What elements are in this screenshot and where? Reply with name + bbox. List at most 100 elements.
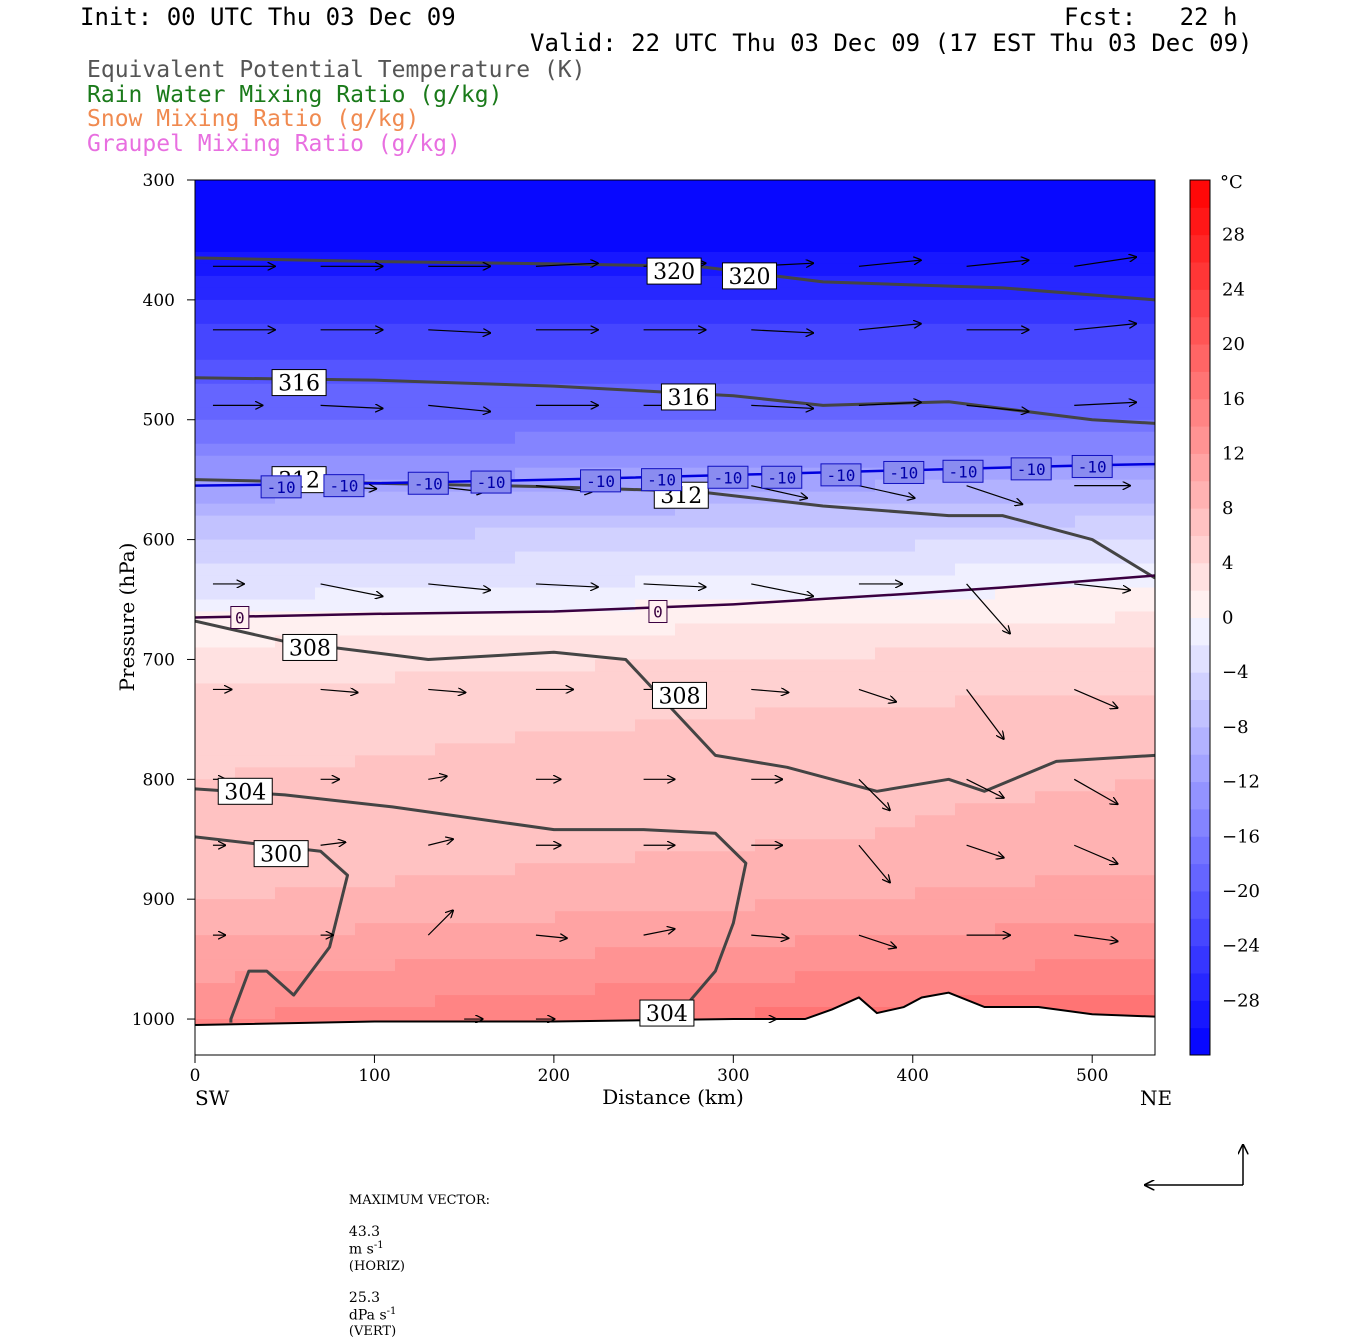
temp-cell <box>755 299 796 313</box>
temp-cell <box>555 995 596 1008</box>
temp-cell <box>635 431 676 445</box>
isotherm-minus10-label: -10 <box>323 474 365 498</box>
temp-cell <box>835 611 876 625</box>
temp-cell <box>195 311 236 325</box>
temp-cell <box>795 407 836 421</box>
temp-cell <box>555 839 596 852</box>
temp-cell <box>875 923 916 936</box>
temp-cell <box>715 863 756 876</box>
temp-cell <box>1075 383 1116 397</box>
temp-cell <box>435 935 476 948</box>
temp-cell <box>995 995 1036 1008</box>
temp-cell <box>275 707 316 720</box>
temp-cell <box>355 839 396 852</box>
temp-cell <box>955 827 996 840</box>
temp-cell <box>755 695 796 708</box>
temp-cell <box>955 215 996 229</box>
temp-cell <box>595 659 636 673</box>
temp-cell <box>955 539 996 553</box>
temp-cell <box>595 455 636 469</box>
temp-cell <box>875 371 916 385</box>
temp-cell <box>635 707 676 720</box>
temp-cell <box>675 371 716 385</box>
temp-cell <box>195 599 236 613</box>
ne-label: NE <box>1140 1086 1172 1110</box>
temp-cell <box>195 551 236 565</box>
temp-cell <box>1075 623 1116 637</box>
temp-cell <box>1115 443 1155 457</box>
temp-cell <box>1115 323 1155 337</box>
temp-cell <box>915 191 956 205</box>
temp-cell <box>1035 839 1076 852</box>
temp-cell <box>835 839 876 852</box>
temp-cell <box>675 719 716 732</box>
temp-cell <box>515 707 556 720</box>
temp-cell <box>875 527 916 541</box>
temp-cell <box>595 227 636 241</box>
forecast-hour-label: Fcst: 22 h <box>1064 3 1238 31</box>
temp-cell <box>675 455 716 469</box>
temp-cell <box>995 851 1036 864</box>
temp-cell <box>1115 599 1155 613</box>
colorbar-band <box>1190 234 1210 263</box>
temp-cell <box>675 347 716 361</box>
temp-cell <box>835 935 876 948</box>
legend-rain-water: Rain Water Mixing Ratio (g/kg) <box>87 82 503 108</box>
temp-cell <box>1075 311 1116 325</box>
temp-cell <box>195 671 236 685</box>
temp-cell <box>1035 239 1076 253</box>
temp-cell <box>395 791 436 804</box>
temp-cell <box>835 695 876 708</box>
temp-cell <box>235 743 276 756</box>
temp-cell <box>475 335 516 349</box>
temp-cell <box>1115 539 1155 553</box>
colorbar-band <box>1190 453 1210 482</box>
colorbar-tick-label: 20 <box>1222 334 1245 355</box>
temp-cell <box>355 575 396 589</box>
temp-cell <box>1115 383 1155 397</box>
temp-cell <box>875 635 916 649</box>
temp-cell <box>1075 551 1116 565</box>
colorbar-band <box>1190 699 1210 728</box>
temp-cell <box>475 563 516 577</box>
temp-cell <box>395 899 436 912</box>
temp-cell <box>275 827 316 840</box>
temp-cell <box>1075 719 1116 732</box>
temp-cell <box>235 311 276 325</box>
temp-cell <box>955 347 996 361</box>
temp-cell <box>675 863 716 876</box>
temp-cell <box>195 203 236 217</box>
temp-cell <box>835 443 876 457</box>
temp-cell <box>555 431 596 445</box>
temp-cell <box>715 419 756 433</box>
temp-cell <box>755 180 796 193</box>
temp-cell <box>955 419 996 433</box>
temp-cell <box>675 779 716 792</box>
temp-cell <box>315 251 356 265</box>
temp-cell <box>995 395 1036 409</box>
temp-cell <box>275 299 316 313</box>
temp-cell <box>915 659 956 673</box>
temp-cell <box>195 431 236 445</box>
temp-cell <box>1035 635 1076 649</box>
temp-cell <box>1075 395 1116 409</box>
temp-cell <box>755 527 796 541</box>
temp-cell <box>755 659 796 673</box>
temp-cell <box>515 503 556 517</box>
sw-label: SW <box>195 1086 230 1110</box>
temp-cell <box>595 791 636 804</box>
temp-cell <box>795 911 836 924</box>
temp-cell <box>1115 407 1155 421</box>
temp-cell <box>955 431 996 445</box>
temp-cell <box>195 659 236 673</box>
temp-cell <box>835 899 876 912</box>
cross-section-chart: 320320316316312312308308304304300-10-10-… <box>115 171 1260 1200</box>
temp-cell <box>275 419 316 433</box>
temp-cell <box>1075 635 1116 649</box>
temp-cell <box>595 935 636 948</box>
temp-cell <box>595 299 636 313</box>
temp-cell <box>595 815 636 828</box>
temp-cell <box>195 407 236 421</box>
temp-cell <box>715 695 756 708</box>
temp-cell <box>1115 959 1155 972</box>
